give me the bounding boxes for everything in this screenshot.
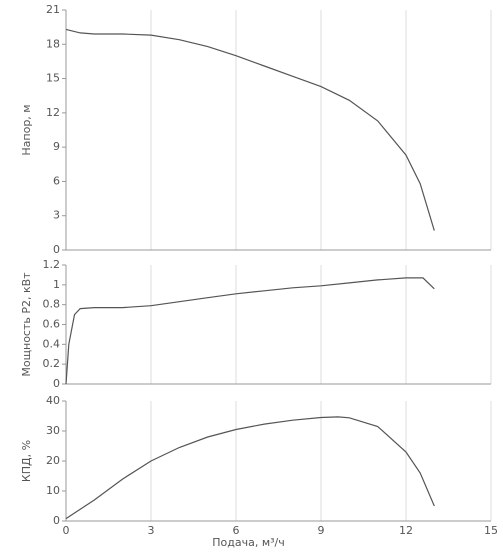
y-tick-label: 20 — [46, 454, 60, 467]
y-tick-label: 15 — [46, 72, 60, 85]
data-line — [65, 416, 435, 520]
y-axis-label: Мощность P2, кВт — [20, 272, 33, 377]
y-tick-label: 6 — [53, 174, 60, 187]
y-tick-label: 1 — [53, 278, 60, 291]
y-tick-label: 0 — [53, 377, 60, 390]
x-tick-label: 12 — [399, 524, 413, 537]
data-line — [65, 277, 435, 385]
y-tick-label: 0.4 — [43, 337, 61, 350]
y-tick-label: 0 — [53, 243, 60, 256]
y-tick-label: 3 — [53, 209, 60, 222]
data-line — [65, 28, 435, 231]
y-tick-label: 0.6 — [43, 318, 61, 331]
y-tick-label: 9 — [53, 140, 60, 153]
y-tick-label: 30 — [46, 424, 60, 437]
y-tick-label: 12 — [46, 106, 60, 119]
y-axis-label: КПД, % — [20, 440, 33, 482]
y-tick-label: 1.2 — [43, 258, 61, 271]
y-tick-label: 0.2 — [43, 357, 61, 370]
y-axis-label: Напор, м — [20, 104, 33, 155]
y-tick-label: 0.8 — [43, 298, 61, 311]
y-tick-label: 18 — [46, 37, 60, 50]
x-tick-label: 6 — [233, 524, 240, 537]
x-tick-label: 15 — [484, 524, 498, 537]
y-tick-label: 10 — [46, 484, 60, 497]
y-tick-label: 0 — [53, 514, 60, 527]
x-tick-label: 3 — [148, 524, 155, 537]
x-tick-label: 0 — [63, 524, 70, 537]
y-tick-label: 40 — [46, 394, 60, 407]
x-axis-label: Подача, м³/ч — [212, 536, 285, 549]
x-tick-label: 9 — [318, 524, 325, 537]
y-tick-label: 21 — [46, 3, 60, 16]
